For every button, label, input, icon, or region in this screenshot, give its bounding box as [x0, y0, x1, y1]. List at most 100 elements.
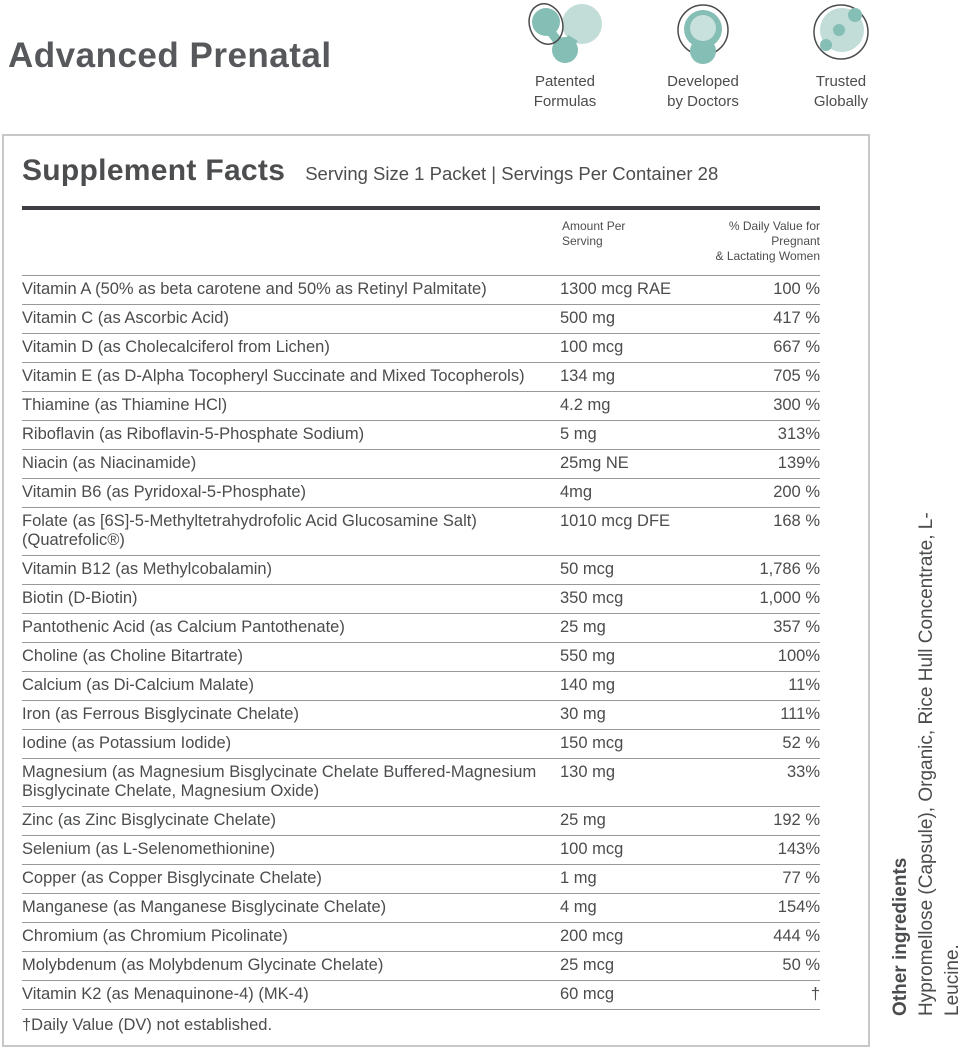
nutrient-name: Magnesium (as Magnesium Bisglycinate Che… [22, 763, 537, 800]
nutrient-amount: 134 mg [560, 367, 616, 385]
nutrient-dv: 11% [788, 676, 820, 694]
nutrient-name: Vitamin E (as D-Alpha Tocopheryl Succina… [22, 367, 525, 385]
table-row: Vitamin B6 (as Pyridoxal-5-Phosphate) 4m… [22, 478, 820, 507]
table-row: Zinc (as Zinc Bisglycinate Chelate) 25 m… [22, 806, 820, 835]
nutrient-amount: 140 mg [560, 676, 616, 694]
nutrient-dv: 200 % [773, 483, 820, 501]
nutrient-name: Vitamin K2 (as Menaquinone-4) (MK-4) [22, 985, 309, 1003]
nutrient-dv: 50 % [782, 956, 820, 974]
table-row: Pantothenic Acid (as Calcium Pantothenat… [22, 613, 820, 642]
nutrient-amount: 1300 mcg RAE [560, 280, 671, 298]
nutrient-name: Iron (as Ferrous Bisglycinate Chelate) [22, 705, 299, 723]
table-row: Vitamin B12 (as Methylcobalamin) 50 mcg … [22, 555, 820, 584]
other-ingredients-label: Other ingredients [890, 857, 911, 1016]
table-row: Biotin (D-Biotin) 350 mcg 1,000 % [22, 584, 820, 613]
nutrient-amount: 50 mcg [560, 560, 615, 578]
table-row: Molybdenum (as Molybdenum Glycinate Chel… [22, 951, 820, 980]
nutrient-name: Chromium (as Chromium Picolinate) [22, 927, 288, 945]
other-ingredients: Other ingredients Hypromellose (Capsule)… [888, 460, 966, 1016]
nutrient-amount: 100 mcg [560, 840, 624, 858]
nutrient-amount: 1 mg [560, 869, 597, 887]
table-row: Magnesium (as Magnesium Bisglycinate Che… [22, 758, 820, 806]
nutrient-name: Molybdenum (as Molybdenum Glycinate Chel… [22, 956, 384, 974]
nutrient-dv: 705 % [773, 367, 820, 385]
table-row: Copper (as Copper Bisglycinate Chelate) … [22, 864, 820, 893]
table-row: Chromium (as Chromium Picolinate) 200 mc… [22, 922, 820, 951]
nutrient-amount: 1010 mcg DFE [560, 512, 671, 530]
nutrient-dv: 52 % [782, 734, 820, 752]
nutrient-name: Riboflavin (as Riboflavin-5-Phosphate So… [22, 425, 365, 443]
table-row: Iodine (as Potassium Iodide) 150 mcg 52 … [22, 729, 820, 758]
column-headers: Amount Per Serving % Daily Value for Pre… [22, 219, 820, 264]
nutrient-amount: 60 mcg [560, 985, 615, 1003]
column-header-amount: Amount Per Serving [562, 219, 626, 248]
badge-label: Developed by Doctors [667, 73, 739, 110]
column-header-spacer [22, 219, 560, 264]
nutrient-name: Biotin (D-Biotin) [22, 589, 138, 607]
table-row: Vitamin E (as D-Alpha Tocopheryl Succina… [22, 362, 820, 391]
table-row: Folate (as [6S]-5-Methyltetrahydrofolic … [22, 507, 820, 555]
badge-trusted-globally: Trusted Globally [772, 2, 910, 112]
nutrient-dv: 417 % [773, 309, 820, 327]
column-header-daily-value: % Daily Value for Pregnant & Lactating W… [715, 219, 820, 263]
nutrient-dv: 313% [777, 425, 820, 443]
facts-title: Supplement Facts [22, 154, 286, 187]
nutrient-name: Pantothenic Acid (as Calcium Pantothenat… [22, 618, 345, 636]
page-title: Advanced Prenatal [8, 36, 332, 75]
nutrient-dv: 357 % [773, 618, 820, 636]
nutrient-amount: 500 mg [560, 309, 616, 327]
daily-value-footnote: †Daily Value (DV) not established. [22, 1009, 820, 1037]
nutrient-dv: 168 % [773, 512, 820, 530]
badge-developed-by-doctors: Developed by Doctors [634, 2, 772, 112]
nutrient-name: Manganese (as Manganese Bisglycinate Che… [22, 898, 387, 916]
nutrient-name: Vitamin B12 (as Methylcobalamin) [22, 560, 273, 578]
nutrient-amount: 200 mcg [560, 927, 624, 945]
nutrient-amount: 550 mg [560, 647, 616, 665]
serving-info: Serving Size 1 Packet | Servings Per Con… [305, 163, 719, 184]
nutrient-amount: 25 mg [560, 811, 606, 829]
nutrient-name: Vitamin A (50% as beta carotene and 50% … [22, 280, 487, 298]
nutrient-name: Copper (as Copper Bisglycinate Chelate) [22, 869, 322, 887]
table-row: Vitamin D (as Cholecalciferol from Liche… [22, 333, 820, 362]
nutrient-name: Zinc (as Zinc Bisglycinate Chelate) [22, 811, 277, 829]
nutrient-dv: 667 % [773, 338, 820, 356]
table-row: Iron (as Ferrous Bisglycinate Chelate) 3… [22, 700, 820, 729]
nutrient-dv: 100 % [773, 280, 820, 298]
nutrient-amount: 130 mg [560, 763, 616, 781]
nutrient-name: Selenium (as L-Selenomethionine) [22, 840, 276, 858]
nutrient-dv: 154% [777, 898, 820, 916]
nutrient-name: Folate (as [6S]-5-Methyltetrahydrofolic … [22, 512, 477, 549]
globe-icon [809, 2, 873, 66]
nutrient-amount: 30 mg [560, 705, 606, 723]
nutrient-name: Thiamine (as Thiamine HCl) [22, 396, 228, 414]
nutrient-amount: 25mg NE [560, 454, 629, 472]
nutrient-amount: 25 mg [560, 618, 606, 636]
nutrient-dv: 192 % [773, 811, 820, 829]
nutrient-dv: 1,786 % [759, 560, 820, 578]
doctor-icon [671, 2, 735, 66]
nutrient-name: Choline (as Choline Bitartrate) [22, 647, 244, 665]
nutrient-dv: 300 % [773, 396, 820, 414]
nutrient-amount: 150 mcg [560, 734, 624, 752]
nutrient-dv: 139% [777, 454, 820, 472]
molecule-icon [523, 2, 607, 66]
nutrient-amount: 100 mcg [560, 338, 624, 356]
nutrient-name: Calcium (as Di-Calcium Malate) [22, 676, 254, 694]
table-row: Niacin (as Niacinamide) 25mg NE 139% [22, 449, 820, 478]
table-row: Calcium (as Di-Calcium Malate) 140 mg 11… [22, 671, 820, 700]
nutrient-amount: 4 mg [560, 898, 597, 916]
table-row: Riboflavin (as Riboflavin-5-Phosphate So… [22, 420, 820, 449]
nutrient-dv: 444 % [773, 927, 820, 945]
nutrient-dv: 143% [777, 840, 820, 858]
nutrient-amount: 4.2 mg [560, 396, 611, 414]
facts-title-row: Supplement Facts Serving Size 1 Packet |… [22, 154, 820, 188]
badge-row: Patented Formulas Developed by Doctors T… [496, 2, 910, 112]
badge-patented-formulas: Patented Formulas [496, 2, 634, 112]
table-row: Selenium (as L-Selenomethionine) 100 mcg… [22, 835, 820, 864]
badge-label: Trusted Globally [813, 73, 869, 110]
nutrient-name: Vitamin D (as Cholecalciferol from Liche… [22, 338, 330, 356]
thick-rule [22, 206, 820, 210]
supplement-facts-panel: Supplement Facts Serving Size 1 Packet |… [2, 134, 870, 1047]
table-row: Vitamin A (50% as beta carotene and 50% … [22, 275, 820, 304]
table-row: Manganese (as Manganese Bisglycinate Che… [22, 893, 820, 922]
